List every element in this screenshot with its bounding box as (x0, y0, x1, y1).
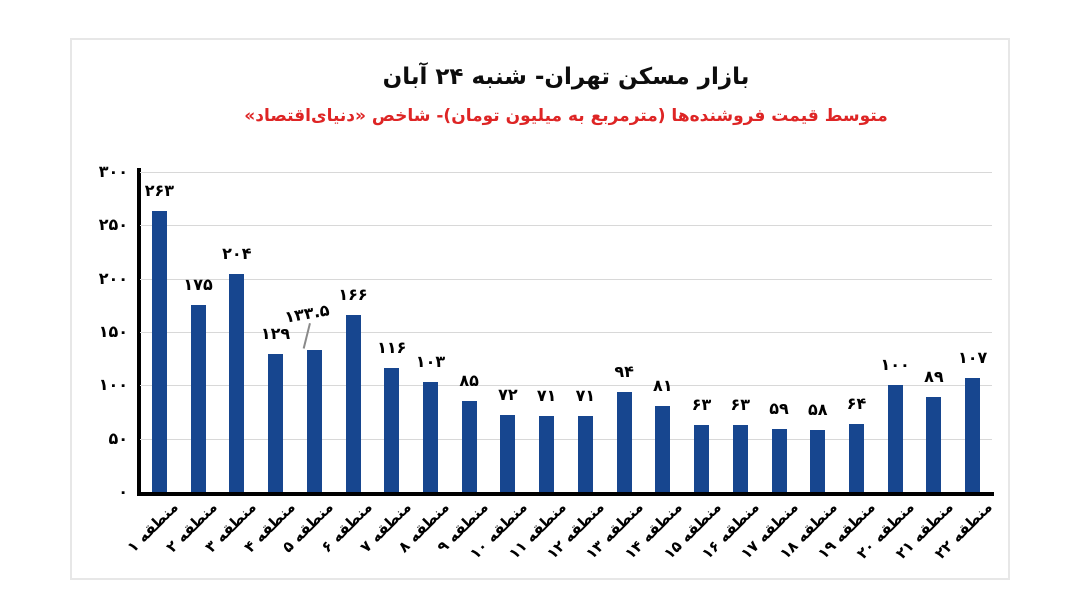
bar-value-label: ۱۰۰ (880, 355, 910, 375)
bar (151, 211, 167, 492)
y-tick-label: ۱۵۰ (98, 322, 128, 341)
bar (732, 424, 748, 492)
bar-value-label: ۸۵ (459, 371, 479, 391)
bar-value-label: ۱۶۶ (338, 284, 368, 304)
bar (655, 405, 671, 492)
chart-title: بازار مسکن تهران- شنبه ۲۴ آبان (382, 64, 750, 90)
bar (694, 424, 710, 492)
bar (345, 314, 361, 492)
bar (810, 430, 826, 492)
chart-subtitle: متوسط قیمت فروشنده‌ها (مترمربع به میلیون… (244, 106, 888, 126)
bar-value-label: ۱۷۵ (183, 275, 213, 295)
gridline (140, 332, 992, 333)
bar-value-label: ۷۱ (536, 386, 557, 406)
bar (771, 429, 787, 492)
gridline (140, 172, 992, 173)
bar-value-label: ۲۶۳ (144, 181, 174, 201)
bar (965, 377, 981, 492)
bar (848, 423, 864, 492)
y-axis-line (137, 168, 141, 496)
gridline (140, 225, 992, 227)
bar (926, 397, 942, 492)
bar (577, 416, 593, 492)
bar (229, 274, 245, 492)
bar (887, 385, 903, 492)
bar-value-label: ۱۲۹ (260, 324, 291, 344)
bar-value-label: ۱۰۳ (415, 352, 446, 372)
bar-value-label: ۲۰۴ (222, 244, 252, 264)
bar (500, 415, 516, 492)
bar (268, 354, 284, 492)
bar-value-label: ۱۱۶ (377, 338, 407, 358)
y-tick-label: ۲۵۰ (98, 215, 128, 235)
bar-value-label: ۷۲ (498, 385, 518, 405)
bar-value-label: ۸۹ (924, 367, 944, 387)
bar (461, 401, 477, 492)
y-tick-label: ۲۰۰ (98, 268, 128, 288)
gridline (140, 438, 992, 440)
bar-value-label: ۶۴ (846, 393, 867, 413)
gridline (140, 278, 992, 280)
bar (539, 416, 555, 492)
gridline (140, 385, 992, 387)
bar (190, 305, 206, 492)
bar (384, 368, 400, 492)
bar-value-label: ۶۳ (691, 394, 712, 414)
bar-value-label: ۷۱ (575, 386, 596, 406)
chart-card: بازار مسکن تهران- شنبه ۲۴ آبان متوسط قیم… (70, 38, 1010, 580)
x-axis-line (137, 492, 994, 496)
bar-value-label: ۸۱ (653, 375, 673, 395)
bar-value-label: ۹۴ (614, 361, 634, 381)
bar (306, 349, 322, 492)
y-tick-label: ۳۰۰ (98, 162, 128, 181)
bar-value-label: ۵۹ (769, 399, 789, 419)
bar-value-label: ۶۳ (730, 394, 751, 414)
bar-value-label: ۵۸ (807, 400, 828, 420)
bar-value-label: ۱۰۷ (957, 347, 988, 367)
bar (422, 382, 438, 492)
bar (616, 391, 632, 492)
y-tick-label: ۰ (118, 482, 128, 501)
y-tick-label: ۵۰ (108, 428, 128, 448)
y-tick-label: ۱۰۰ (98, 375, 128, 395)
